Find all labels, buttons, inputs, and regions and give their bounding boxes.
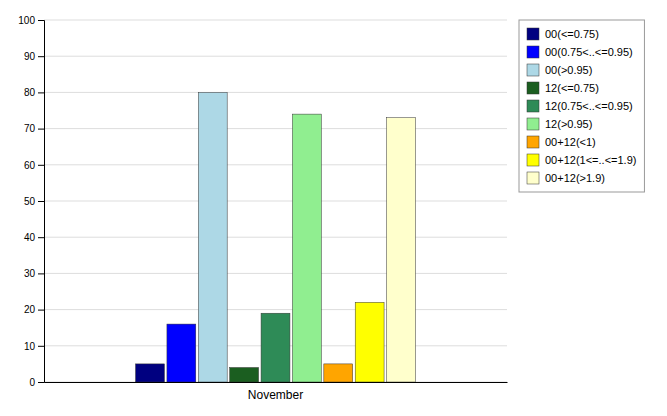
tick-mark: [38, 56, 44, 57]
legend-swatch: [527, 28, 539, 40]
tick-label: 0: [29, 377, 35, 388]
legend-swatch: [527, 118, 539, 130]
tick-label: 60: [24, 160, 36, 171]
bar: [355, 302, 384, 382]
legend-label: 00(>0.95): [545, 64, 592, 76]
legend-label: 12(>0.95): [545, 118, 592, 130]
tick: 90: [24, 51, 44, 62]
legend-swatch: [527, 136, 539, 148]
legend-swatch: [527, 82, 539, 94]
tick-label: 80: [24, 87, 36, 98]
tick: 60: [24, 160, 44, 171]
tick-mark: [38, 237, 44, 238]
axis-line: [45, 382, 508, 383]
legend-label: 00(0.75<..<=0.95): [545, 46, 633, 58]
legend-item: 00+12(>1.9): [527, 172, 605, 184]
tick: 70: [24, 123, 44, 134]
grid-line: [44, 20, 507, 21]
tick-mark: [38, 20, 44, 21]
tick-label: 40: [24, 232, 36, 243]
bar: [167, 324, 196, 382]
tick-mark: [38, 129, 44, 130]
grid-line: [44, 56, 507, 57]
tick-mark: [38, 92, 44, 93]
tick-mark: [38, 382, 44, 383]
legend-item: 12(>0.95): [527, 118, 592, 130]
legend-item: 12(<=0.75): [527, 82, 599, 94]
bar: [292, 114, 321, 382]
bar: [136, 364, 165, 382]
legend-swatch: [527, 172, 539, 184]
tick-label: 10: [24, 341, 36, 352]
legend-item: 00(<=0.75): [527, 28, 599, 40]
bars: [136, 92, 416, 382]
legend-label: 12(0.75<..<=0.95): [545, 100, 633, 112]
tick: 50: [24, 196, 44, 207]
grid-line: [44, 273, 507, 274]
legend-item: 00+12(<1): [527, 136, 596, 148]
tick: 40: [24, 232, 44, 243]
tick-label: 50: [24, 196, 36, 207]
tick-mark: [38, 310, 44, 311]
bar: [230, 368, 259, 382]
legend-item: 00(>0.95): [527, 64, 592, 76]
legend-swatch: [527, 64, 539, 76]
tick-mark: [38, 165, 44, 166]
legend-swatch: [527, 100, 539, 112]
grid-line: [44, 309, 507, 310]
tick-label: 70: [24, 123, 36, 134]
x-axis: November: [45, 383, 508, 402]
tick-mark: [38, 346, 44, 347]
tick: 20: [24, 304, 44, 315]
bar: [324, 364, 353, 382]
tick: 100: [18, 15, 44, 26]
grid-line: [44, 92, 507, 93]
legend-label: 00(<=0.75): [545, 28, 599, 40]
axis-line: [38, 21, 45, 383]
legend: 00(<=0.75) 00(0.75<..<=0.95) 00(>0.95) 12(<…: [519, 20, 644, 192]
legend-swatch: [527, 46, 539, 58]
tick-label: 90: [24, 51, 36, 62]
legend-label: 12(<=0.75): [545, 82, 599, 94]
tick: November: [248, 388, 303, 402]
plot: 0 10 20 30 40 50 60 70 80 90 100 November: [18, 15, 507, 402]
tick-mark: [38, 273, 44, 274]
grid-line: [44, 237, 507, 238]
y-axis: 0 10 20 30 40 50 60 70 80 90 100: [18, 15, 44, 388]
tick-label: 30: [24, 268, 36, 279]
tick: 10: [24, 341, 44, 352]
bar: [261, 313, 290, 382]
tick: 80: [24, 87, 44, 98]
legend-item: 00+12(1<=..<=1.9): [527, 154, 636, 166]
grid-line: [44, 164, 507, 165]
chart: 0 10 20 30 40 50 60 70 80 90 100 November 00(<=0.75)…: [0, 0, 667, 416]
bar: [387, 118, 416, 382]
tick-mark: [38, 201, 44, 202]
grid-line: [44, 201, 507, 202]
bar: [198, 92, 227, 382]
tick-label: November: [248, 388, 303, 402]
legend-item: 00(0.75<..<=0.95): [527, 46, 633, 58]
legend-swatch: [527, 154, 539, 166]
tick-label: 100: [18, 15, 35, 26]
legend-label: 00+12(<1): [545, 136, 596, 148]
tick: 30: [24, 268, 44, 279]
legend-label: 00+12(1<=..<=1.9): [545, 154, 636, 166]
tick-label: 20: [24, 304, 36, 315]
legend-frame: [519, 20, 644, 192]
legend-item: 12(0.75<..<=0.95): [527, 100, 633, 112]
tick: 0: [29, 377, 44, 388]
legend-label: 00+12(>1.9): [545, 172, 605, 184]
grid-line: [44, 128, 507, 129]
grid: [44, 20, 507, 382]
